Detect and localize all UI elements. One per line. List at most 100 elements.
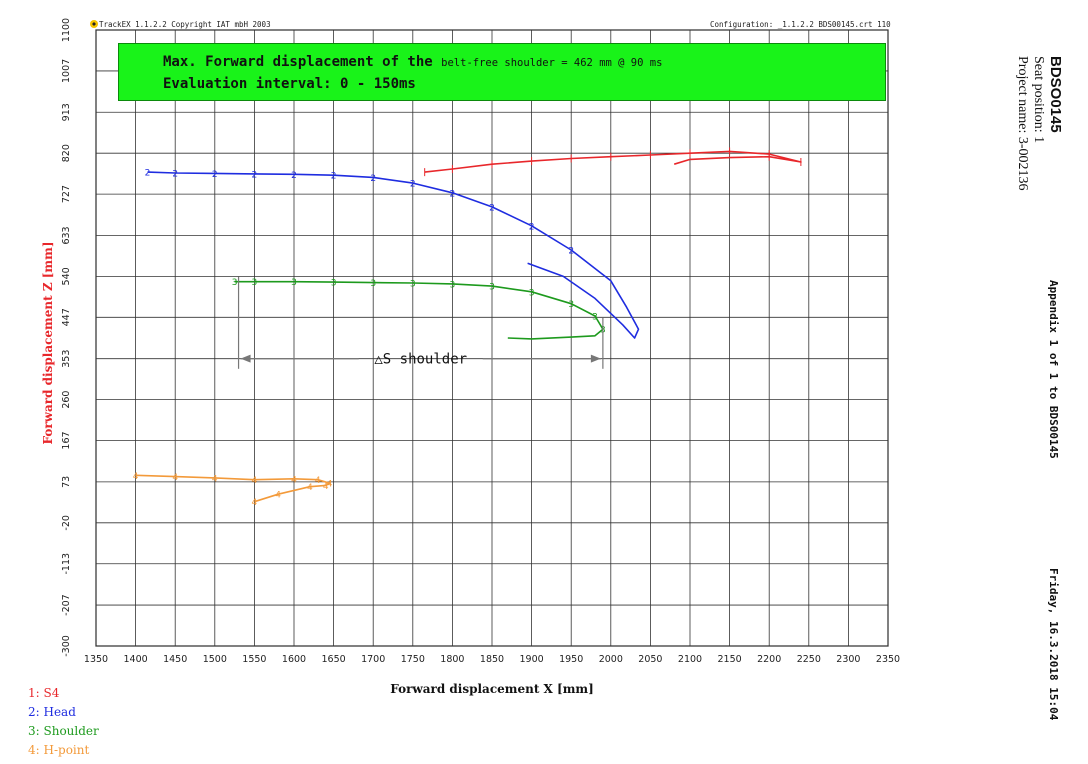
y-tick-label: -300 (61, 635, 72, 657)
y-tick-label: -113 (61, 553, 72, 575)
project-name: Project name: 3-002136 (1015, 56, 1030, 191)
x-tick-label: 1750 (401, 654, 425, 665)
x-tick-label: 1600 (282, 654, 306, 665)
banner-max-label: Max. Forward displacement of the (163, 54, 433, 70)
data-point: 2 (331, 172, 337, 182)
x-tick-label: 1650 (322, 654, 346, 665)
banner-line-1: Max. Forward displacement of the belt-fr… (163, 54, 662, 70)
s4-curve (424, 150, 802, 173)
x-tick-label: 2350 (876, 654, 900, 665)
data-point: 3 (489, 283, 495, 293)
data-point: 4 (212, 474, 218, 484)
legend-item-head: 2: Head (28, 705, 76, 719)
configuration-label: Configuration: _1.1.2.2 BDS00145.crt 110 (710, 20, 891, 29)
software-header: TrackEX 1.1.2.2 Copyright IAT mbH 2003 (90, 20, 271, 29)
y-tick-label: 913 (61, 103, 72, 121)
y-tick-label: -207 (61, 594, 72, 616)
y-tick-label: 167 (61, 431, 72, 449)
annotation-label: △S shoulder (374, 352, 467, 368)
legend: 1: S4 2: Head 3: Shoulder 4: H-point (28, 684, 99, 760)
x-tick-label: 2200 (757, 654, 781, 665)
y-axis-label: Forward displacement Z [mm] (41, 241, 55, 444)
data-point: 3 (291, 278, 297, 288)
x-axis-label: Forward displacement X [mm] (390, 682, 594, 696)
x-tick-label: 2000 (599, 654, 623, 665)
x-tick-label: 2300 (836, 654, 860, 665)
data-point: 4 (307, 483, 313, 493)
seat-position: Seat position: 1 (1031, 56, 1046, 144)
y-tick-label: 820 (61, 144, 72, 162)
y-tick-label: 1007 (61, 59, 72, 83)
banner-evaluation-interval: Evaluation interval: 0 - 150ms (163, 76, 416, 92)
result-banner: Max. Forward displacement of the belt-fr… (118, 43, 886, 101)
data-point: 2 (370, 174, 376, 184)
data-point: 2 (450, 189, 456, 199)
data-point: 2 (212, 170, 218, 180)
software-copyright: TrackEX 1.1.2.2 Copyright IAT mbH 2003 (99, 20, 271, 29)
data-point: 3 (252, 278, 258, 288)
y-tick-label: 1100 (61, 18, 72, 42)
y-tick-label: 73 (61, 476, 72, 488)
x-tick-label: 1400 (124, 654, 148, 665)
data-point: 3 (450, 280, 456, 290)
report-date: Friday, 16.3.2018 15:04 (1047, 568, 1060, 721)
y-tick-label: 727 (61, 185, 72, 203)
data-point: 3 (410, 280, 416, 290)
head-curve (147, 171, 640, 339)
x-tick-label: 1350 (84, 654, 108, 665)
x-tick-label: 1850 (480, 654, 504, 665)
x-tick-label: 2150 (718, 654, 742, 665)
trackex-logo-icon (90, 20, 98, 28)
x-tick-label: 1500 (203, 654, 227, 665)
data-point: 4 (323, 482, 329, 492)
x-tick-label: 2250 (797, 654, 821, 665)
data-point: 3 (232, 278, 238, 288)
data-point: 3 (529, 288, 535, 298)
data-point: 3 (331, 279, 337, 289)
annotation-arrowhead-right (590, 354, 601, 363)
legend-item-h-point: 4: H-point (28, 743, 90, 757)
h-point-curve (135, 474, 331, 503)
y-tick-label: 353 (61, 350, 72, 368)
y-tick-label: 633 (61, 226, 72, 244)
legend-item-shoulder: 3: Shoulder (28, 724, 99, 738)
data-point: 4 (252, 476, 258, 486)
y-tick-label: 260 (61, 391, 72, 409)
data-point: 3 (370, 279, 376, 289)
data-point: 4 (327, 480, 333, 490)
x-tick-label: 1700 (361, 654, 385, 665)
appendix-label: Appendix 1 of 1 to BDS00145 (1047, 280, 1060, 459)
x-tick-label: 1900 (520, 654, 544, 665)
x-tick-label: 1950 (559, 654, 583, 665)
data-point: 2 (568, 247, 574, 257)
data-point: 2 (252, 170, 258, 180)
y-tick-label: 540 (61, 267, 72, 285)
data-point: 4 (275, 491, 281, 501)
data-point: 2 (145, 169, 151, 179)
data-point: 2 (172, 170, 178, 180)
data-point: 2 (529, 222, 535, 232)
y-tick-label: 447 (61, 308, 72, 326)
shoulder-curve (234, 280, 604, 340)
data-point: 3 (592, 313, 598, 323)
annotation-arrowhead-left (240, 354, 251, 363)
x-tick-label: 2050 (638, 654, 662, 665)
legend-item-s4: 1: S4 (28, 686, 60, 700)
banner-max-value: belt-free shoulder = 462 mm @ 90 ms (441, 57, 663, 69)
y-tick-label: -20 (61, 515, 72, 531)
data-point: 4 (291, 475, 297, 485)
data-point: 4 (172, 473, 178, 483)
x-tick-label: 2100 (678, 654, 702, 665)
x-tick-label: 1550 (242, 654, 266, 665)
data-point: 4 (133, 472, 139, 482)
data-point: 2 (410, 180, 416, 190)
x-tick-label: 1800 (440, 654, 464, 665)
report-id: BDSO0145 (1047, 56, 1064, 133)
data-point: 3 (568, 300, 574, 310)
data-point: 2 (489, 203, 495, 213)
data-point: 2 (291, 171, 297, 181)
x-tick-label: 1450 (163, 654, 187, 665)
data-point: 4 (315, 476, 321, 486)
data-point: 4 (252, 498, 258, 508)
